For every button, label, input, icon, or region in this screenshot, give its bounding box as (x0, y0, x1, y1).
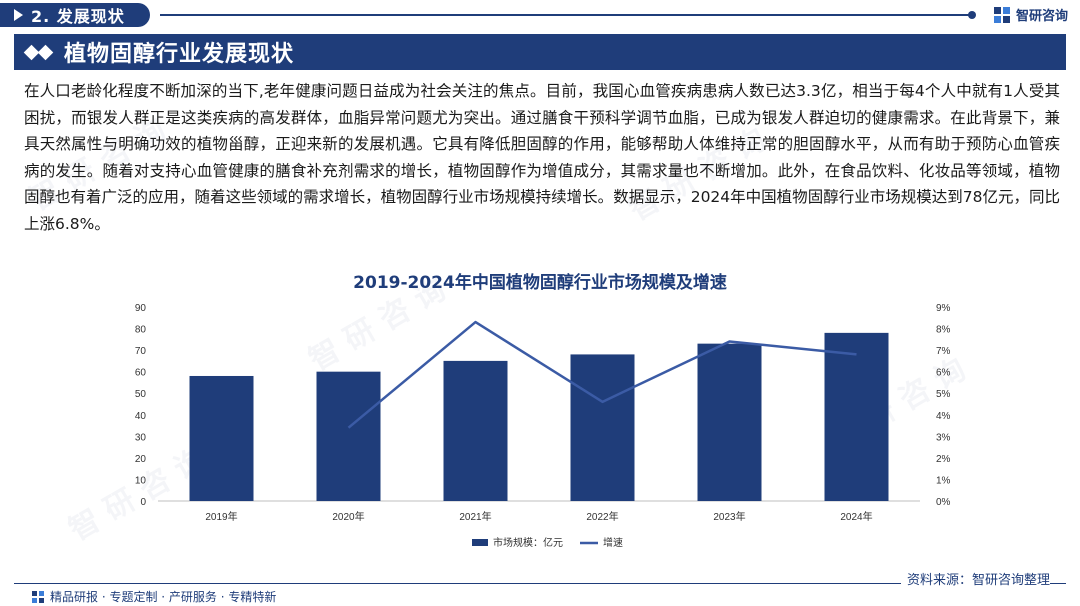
chart: 0 10 20 30 40 50 60 70 80 90 0% 1% 2% 3% 4% 5% 6% 7% 8% 9% 2… (135, 303, 951, 549)
legend-bar-swatch (472, 539, 488, 546)
growth-line (347, 320, 857, 429)
y-right-tick-label: 0% (936, 497, 951, 508)
y-left-tick-label: 40 (135, 411, 147, 422)
footer (0, 575, 1080, 606)
x-tick-label: 2019年 (205, 510, 237, 523)
top-bar: 2. 发展现状 智研咨询 (0, 0, 1080, 30)
y-right-tick-label: 3% (936, 432, 951, 443)
source-note: 资料来源：智研咨询整理 (900, 569, 1050, 588)
y-left-tick-label: 80 (135, 325, 147, 336)
bar (443, 360, 508, 501)
y-right-tick-label: 9% (936, 303, 951, 314)
y-right-tick-label: 8% (936, 325, 951, 336)
footer-divider (14, 583, 1066, 584)
y-right-tick-label: 4% (936, 411, 951, 422)
bar (824, 332, 889, 501)
title-banner: 植物固醇行业发展现状 (14, 34, 1066, 70)
diamond-icon (23, 44, 54, 60)
y-right-tick-label: 7% (936, 346, 951, 357)
y-left-tick-label: 0 (140, 497, 146, 508)
x-tick-label: 2020年 (332, 510, 364, 523)
footer-slogan: 精品研报 · 专题定制 · 产研服务 · 专精特新 (32, 588, 276, 605)
brand-logo-icon (32, 590, 44, 603)
section-tag: 2. 发展现状 (0, 3, 150, 27)
y-right-tick-label: 2% (936, 454, 951, 465)
x-tick-label: 2021年 (459, 510, 491, 523)
x-tick-label: 2023年 (713, 510, 745, 523)
x-tick-label: 2024年 (840, 510, 872, 523)
y-right-tick-label: 6% (936, 368, 951, 379)
chart-title: 2019-2024年中国植物固醇行业市场规模及增速 (353, 273, 727, 293)
header-divider (160, 11, 976, 19)
bar (189, 375, 254, 501)
brand-logo-icon (993, 6, 1010, 23)
intro-paragraph: 在人口老龄化程度不断加深的当下,老年健康问题日益成为社会关注的焦点。目前，我国心… (24, 82, 1060, 233)
x-tick-label: 2022年 (586, 510, 618, 523)
slogan-text: 精品研报 · 专题定制 · 产研服务 · 专精特新 (50, 590, 277, 604)
triangle-icon (14, 9, 23, 21)
brand: 智研咨询 (993, 5, 1068, 24)
page-title: 植物固醇行业发展现状 (64, 42, 295, 67)
legend-line-label: 增速 (603, 536, 623, 549)
y-left-tick-label: 90 (135, 303, 147, 314)
bar (697, 343, 762, 501)
y-right-tick-label: 5% (936, 389, 951, 400)
y-left-tick-label: 10 (135, 475, 147, 486)
y-right-tick-label: 1% (936, 475, 951, 486)
y-left-tick-label: 70 (135, 346, 147, 357)
y-left-tick-label: 50 (135, 389, 147, 400)
brand-name: 智研咨询 (1015, 9, 1068, 24)
section-tag-label: 2. 发展现状 (31, 7, 125, 26)
y-left-tick-label: 20 (135, 454, 147, 465)
y-left-tick-label: 60 (135, 368, 147, 379)
bar (316, 371, 381, 501)
y-left-tick-label: 30 (135, 432, 147, 443)
bar (570, 354, 635, 501)
legend-bar-label: 市场规模：亿元 (493, 536, 563, 549)
